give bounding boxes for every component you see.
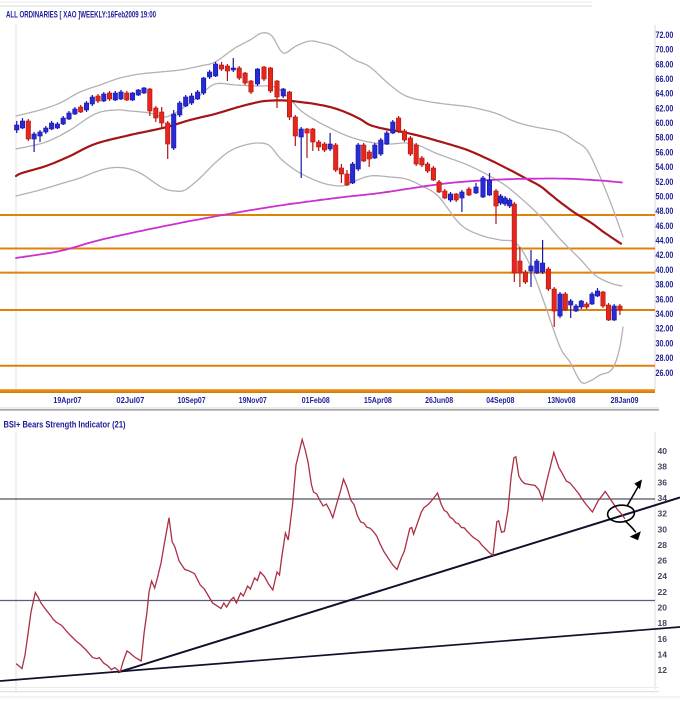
svg-text:32.00: 32.00: [656, 324, 674, 334]
svg-text:26.00: 26.00: [656, 368, 674, 378]
svg-text:60.00: 60.00: [656, 118, 674, 128]
svg-text:26Jun08: 26Jun08: [425, 395, 453, 405]
svg-text:28.00: 28.00: [656, 353, 674, 363]
svg-text:22: 22: [658, 588, 668, 597]
svg-text:42.00: 42.00: [656, 250, 674, 260]
svg-text:01Feb08: 01Feb08: [302, 395, 330, 405]
svg-text:66.00: 66.00: [656, 74, 674, 84]
svg-text:46.00: 46.00: [656, 221, 674, 231]
svg-text:20: 20: [658, 604, 668, 613]
svg-text:48.00: 48.00: [656, 206, 674, 216]
svg-text:14: 14: [658, 650, 668, 659]
svg-text:68.00: 68.00: [656, 59, 674, 69]
svg-text:02Jul07: 02Jul07: [116, 395, 144, 405]
svg-text:BSI+ Bears Strength Indicator: BSI+ Bears Strength Indicator (21): [4, 420, 126, 430]
svg-text:50.00: 50.00: [656, 192, 674, 202]
svg-text:13Nov08: 13Nov08: [548, 395, 576, 405]
svg-text:10Sep07: 10Sep07: [178, 395, 206, 405]
svg-text:34.00: 34.00: [656, 309, 674, 319]
svg-text:38: 38: [658, 463, 668, 472]
svg-text:44.00: 44.00: [656, 236, 674, 246]
svg-text:58.00: 58.00: [656, 133, 674, 143]
svg-text:40: 40: [658, 447, 668, 456]
svg-text:24: 24: [658, 572, 668, 581]
svg-text:56.00: 56.00: [656, 147, 674, 157]
svg-text:28: 28: [658, 541, 668, 550]
svg-text:72.00: 72.00: [656, 30, 674, 40]
svg-text:30.00: 30.00: [656, 338, 674, 348]
svg-text:19Apr07: 19Apr07: [53, 395, 81, 405]
svg-text:38.00: 38.00: [656, 280, 674, 290]
svg-text:16: 16: [658, 635, 668, 644]
svg-text:62.00: 62.00: [656, 103, 674, 113]
svg-text:ALL ORDINARIES [ XAO ]WEEKLY:1: ALL ORDINARIES [ XAO ]WEEKLY:16Feb2009 1…: [6, 10, 156, 20]
svg-text:32: 32: [658, 510, 668, 519]
svg-text:36.00: 36.00: [656, 294, 674, 304]
svg-text:19Nov07: 19Nov07: [239, 395, 267, 405]
svg-text:36: 36: [658, 478, 668, 487]
svg-text:28Jan09: 28Jan09: [611, 395, 639, 405]
svg-text:04Sep08: 04Sep08: [486, 395, 514, 405]
svg-text:15Apr08: 15Apr08: [364, 395, 392, 405]
svg-text:54.00: 54.00: [656, 162, 674, 172]
svg-text:30: 30: [658, 525, 668, 534]
svg-text:18: 18: [658, 619, 668, 628]
svg-text:52.00: 52.00: [656, 177, 674, 187]
svg-text:40.00: 40.00: [656, 265, 674, 275]
svg-text:26: 26: [658, 557, 668, 566]
svg-text:64.00: 64.00: [656, 89, 674, 99]
svg-text:12: 12: [658, 666, 668, 675]
svg-text:34: 34: [658, 494, 668, 503]
svg-text:70.00: 70.00: [656, 45, 674, 55]
